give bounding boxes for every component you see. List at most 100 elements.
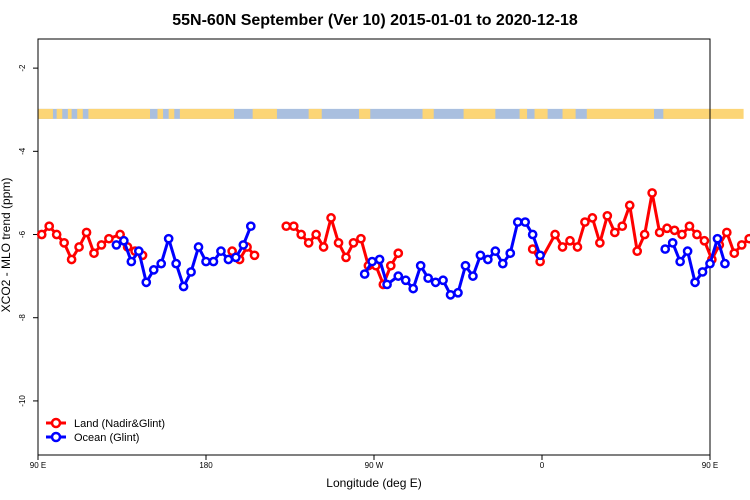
series-land-point (333, 237, 344, 248)
series-land-point (744, 233, 750, 244)
series-land-point (639, 229, 650, 240)
x-tick-label: 0 (540, 461, 545, 470)
series-ocean-point (126, 256, 137, 267)
series-land-point (281, 221, 292, 232)
series-land-point (356, 233, 366, 244)
strip-land-segment (88, 108, 150, 119)
series-ocean-point (148, 265, 159, 275)
strip-land-segment (308, 108, 322, 119)
series-land-point (729, 248, 740, 259)
series-land-point (609, 227, 620, 238)
series-ocean-point (453, 287, 463, 298)
series-ocean-point (223, 254, 234, 265)
series-ocean-point (497, 258, 508, 269)
series-land-point (249, 250, 260, 261)
strip-land-segment (359, 108, 371, 119)
legend-land-label: Land (Nadir&Glint) (74, 418, 165, 430)
series-land-point (617, 221, 628, 232)
axis-ticks: 90 E 180 90 W 0 90 E -2 -4 -6 -8 -10 (18, 64, 718, 470)
series-ocean-point (186, 267, 196, 277)
series-ocean-point (460, 260, 471, 271)
series-land-point (44, 221, 55, 232)
series-ocean-point (527, 229, 538, 240)
strip-land-segment (422, 108, 434, 119)
x-tick-label: 90 E (30, 461, 46, 470)
series-land-point (348, 237, 359, 248)
y-tick-label: -6 (18, 230, 27, 238)
series-ocean-point (520, 217, 531, 227)
series-ocean-point (720, 258, 730, 269)
series-ocean-point (505, 248, 516, 259)
series-ocean-point (445, 289, 456, 300)
strip-land-segment (179, 108, 234, 119)
legend: Land (Nadir&Glint) Ocean (Glint) (46, 417, 165, 444)
x-tick-label: 180 (199, 461, 213, 470)
series-ocean-point (408, 283, 419, 294)
series-ocean-point (238, 240, 249, 250)
series-land-point (595, 237, 605, 248)
series-land-point (326, 213, 336, 223)
series-ocean-point (359, 269, 370, 279)
legend-land-marker (50, 417, 62, 429)
series-land-point (632, 246, 643, 257)
y-tick-label: -2 (18, 64, 27, 72)
strip-land-segment (38, 108, 53, 119)
series-land-point (96, 240, 107, 250)
series-ocean-point (374, 254, 385, 265)
series-ocean-point (245, 221, 256, 232)
x-axis-title: Longitude (deg E) (326, 476, 421, 490)
series-land-point (557, 242, 568, 252)
series-ocean-point (660, 244, 671, 254)
strip-land-segment (252, 108, 277, 119)
series-land-point (565, 235, 575, 246)
y-tick-label: -10 (18, 395, 27, 407)
y-tick-label: -4 (18, 147, 27, 155)
series-land-point (74, 242, 84, 252)
series-ocean-point (171, 258, 181, 269)
series-layer (36, 188, 750, 300)
series-ocean-point (423, 273, 433, 284)
series-ocean-point (163, 233, 174, 244)
series-ocean-point (705, 258, 715, 269)
series-ocean-point (133, 246, 144, 257)
strip-land-segment (463, 108, 496, 119)
series-ocean-point (111, 240, 122, 250)
series-ocean-point (697, 267, 708, 277)
series-land-point (89, 248, 99, 259)
strip-land-segment (56, 108, 63, 119)
series-land-point (684, 221, 695, 232)
series-land-point (288, 221, 299, 232)
series-land-point (587, 213, 598, 223)
series-ocean-point (156, 258, 167, 269)
series-land-point (318, 242, 329, 252)
series-land-point (580, 217, 590, 227)
series-land-point (654, 227, 665, 238)
series-ocean-point (490, 246, 501, 257)
series-land-point (303, 237, 314, 248)
chart-title: 55N-60N September (Ver 10) 2015-01-01 to… (172, 12, 578, 29)
series-ocean-point (119, 235, 129, 246)
series-land-point (311, 229, 321, 240)
series-ocean-point (216, 246, 226, 257)
series-land-point (677, 229, 687, 240)
series-land-point (51, 229, 62, 240)
series-ocean-point (438, 275, 448, 286)
strip-land-segment (519, 108, 528, 119)
strip-land-segment (663, 108, 744, 119)
series-land-point (572, 242, 583, 252)
series-land-point (385, 260, 396, 271)
x-tick-label: 90 E (702, 461, 718, 470)
series-land-point (669, 225, 680, 236)
series-ocean-point (208, 256, 219, 267)
series-ocean-point (201, 256, 211, 267)
series-land-point (296, 229, 307, 240)
series-ocean-point (400, 275, 411, 286)
series-ocean-point (535, 250, 545, 261)
series-ocean-point (712, 233, 723, 244)
strip-land-segment (168, 108, 175, 119)
y-axis-title: XCO2 - MLO trend (ppm) (0, 178, 13, 313)
series-land-point (550, 229, 560, 240)
series-ocean-point (231, 252, 241, 263)
series-ocean-point (141, 277, 152, 288)
strip-land-segment (157, 108, 164, 119)
